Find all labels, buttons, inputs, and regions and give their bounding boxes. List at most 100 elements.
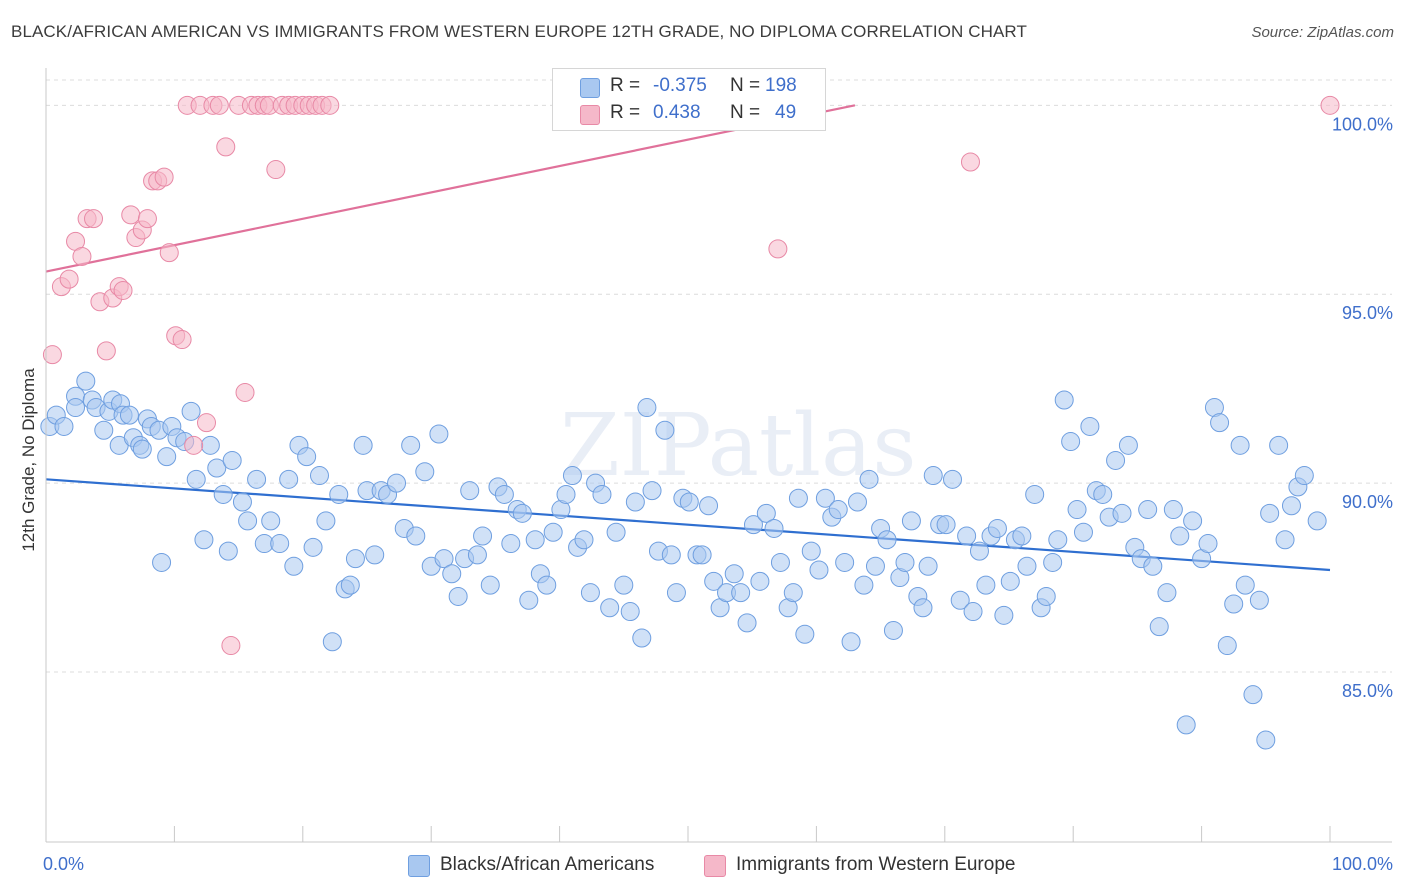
point-black [841, 632, 861, 652]
point-black [556, 484, 576, 504]
point-black [1149, 617, 1169, 637]
point-black [655, 420, 675, 440]
point-black [442, 564, 462, 584]
point-black [756, 503, 776, 523]
trend-layer [45, 104, 1331, 572]
point-western-europe [320, 95, 340, 115]
point-western-europe [1320, 95, 1340, 115]
point-black [387, 473, 407, 493]
legend-swatch-black [408, 855, 430, 877]
point-black [525, 530, 545, 550]
point-black [901, 511, 921, 531]
point-black [1294, 466, 1314, 486]
point-western-europe [72, 246, 92, 266]
point-western-europe [172, 330, 192, 350]
point-black [1017, 556, 1037, 576]
axis-layer: 85.0% 90.0% 95.0% 100.0% 0.0% 100.0% [43, 68, 1393, 874]
legend-swatch-western-europe [704, 855, 726, 877]
point-black [1260, 503, 1280, 523]
point-black [448, 586, 468, 606]
point-black [94, 420, 114, 440]
point-black [574, 530, 594, 550]
point-black [625, 492, 645, 512]
point-black [592, 484, 612, 504]
point-black [1093, 484, 1113, 504]
point-layer [40, 95, 1340, 750]
point-black [1224, 594, 1244, 614]
point-black [406, 526, 426, 546]
point-western-europe [42, 345, 62, 365]
point-black [512, 503, 532, 523]
point-black [679, 492, 699, 512]
point-black [1025, 484, 1045, 504]
point-black [1043, 552, 1063, 572]
point-black [976, 575, 996, 595]
point-black [1210, 413, 1230, 433]
point-black [1061, 432, 1081, 452]
point-black [316, 511, 336, 531]
point-western-europe [197, 413, 216, 433]
x-tick-label: 0.0% [43, 854, 84, 874]
point-black [724, 564, 744, 584]
point-western-europe [221, 636, 241, 656]
point-black [434, 549, 454, 569]
point-black [1036, 586, 1056, 606]
n-label: N = [730, 75, 761, 96]
point-black [222, 450, 242, 470]
n-label: N = [730, 102, 761, 123]
point-black [473, 526, 493, 546]
point-black [936, 515, 956, 535]
point-black [501, 534, 521, 554]
point-black [704, 571, 724, 591]
legend-label-black: Blacks/African Americans [440, 854, 655, 875]
point-black [600, 598, 620, 618]
y-axis-label: 12th Grade, No Diploma [19, 368, 38, 552]
point-black [1118, 435, 1138, 455]
legend-swatch-black [580, 78, 600, 98]
source-credit: Source: ZipAtlas.com [1251, 24, 1394, 41]
point-black [562, 466, 582, 486]
point-black [783, 583, 803, 603]
point-black [365, 545, 385, 565]
point-black [1256, 730, 1276, 750]
point-black [261, 511, 281, 531]
point-black [297, 447, 317, 467]
point-black [877, 530, 897, 550]
point-black [494, 484, 514, 504]
point-black [661, 545, 681, 565]
point-black [238, 511, 258, 531]
point-black [247, 469, 267, 489]
point-black [345, 549, 365, 569]
point-black [835, 552, 855, 572]
point-black [460, 481, 480, 501]
point-black [764, 518, 784, 538]
point-black [580, 583, 600, 603]
point-black [322, 632, 342, 652]
point-black [1230, 435, 1250, 455]
point-black [194, 530, 214, 550]
point-black [1073, 522, 1093, 542]
chart-title: BLACK/AFRICAN AMERICAN VS IMMIGRANTS FRO… [11, 22, 1027, 41]
point-black [329, 484, 349, 504]
point-black [963, 602, 983, 622]
point-black [213, 484, 233, 504]
point-western-europe [113, 280, 133, 300]
point-black [270, 534, 290, 554]
point-black [795, 624, 815, 644]
n-value: 198 [765, 75, 797, 96]
point-western-europe [84, 209, 104, 229]
point-black [1183, 511, 1203, 531]
point-black [770, 552, 790, 572]
point-black [1000, 571, 1020, 591]
point-black [181, 401, 201, 421]
point-black [200, 435, 220, 455]
point-black [895, 552, 915, 572]
point-black [76, 371, 96, 391]
n-value: 49 [775, 102, 797, 123]
legend-row-western-europe: R = 0.438 N = 49 [553, 102, 825, 130]
point-black [642, 481, 662, 501]
legend-label-western-europe: Immigrants from Western Europe [736, 854, 1016, 875]
point-black [1275, 530, 1295, 550]
legend-row-black: R = -0.375 N = 198 [553, 75, 825, 103]
point-black [303, 537, 323, 557]
